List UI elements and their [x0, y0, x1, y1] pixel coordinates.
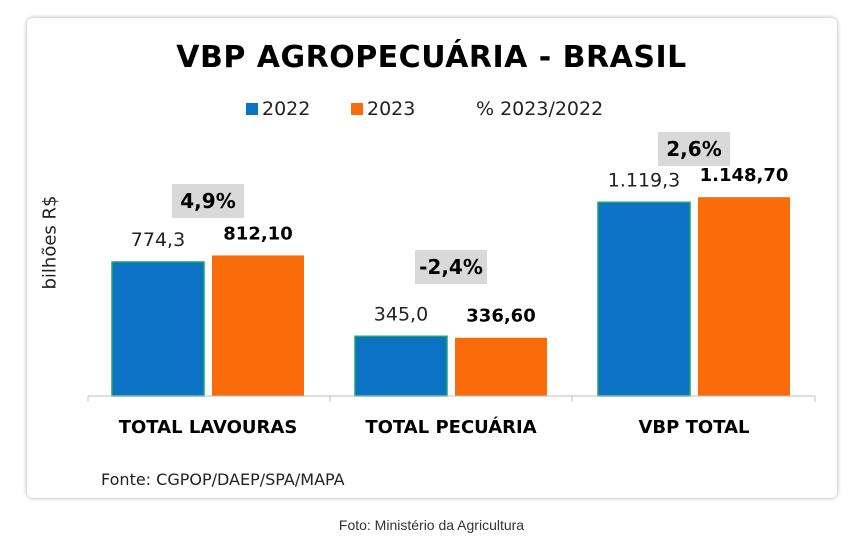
- data-label-2023-3: 1.148,70: [700, 165, 789, 186]
- data-label-2022-3: 1.119,3: [608, 169, 681, 191]
- photo-caption: Foto: Ministério da Agricultura: [338, 517, 525, 533]
- legend-item-2022: 2022: [246, 98, 310, 120]
- pct-box-1: [172, 184, 244, 218]
- bar-2022-2: [354, 335, 448, 397]
- legend-swatch-2023: [351, 103, 363, 115]
- bar-2023-1: [212, 255, 304, 396]
- chart-title: VBP AGROPECUÁRIA - BRASIL: [176, 40, 687, 75]
- bar-2022-3: [597, 201, 691, 397]
- pct-label-3: 2,6%: [666, 137, 721, 161]
- bar-2022-1: [111, 261, 205, 397]
- data-label-2023-2: 336,60: [466, 306, 535, 327]
- legend-label-pct: % 2023/2022: [476, 98, 604, 120]
- source-note: Fonte: CGPOP/DAEP/SPA/MAPA: [101, 470, 345, 489]
- legend: 2022 2023 % 2023/2022: [0, 98, 863, 124]
- category-label-1: TOTAL LAVOURAS: [119, 417, 298, 438]
- bar-2023-3: [698, 197, 790, 396]
- pct-box-3: [658, 132, 730, 166]
- category-label-3: VBP TOTAL: [639, 417, 750, 438]
- data-label-2022-2: 345,0: [374, 303, 428, 325]
- pct-label-2: -2,4%: [419, 255, 483, 279]
- category-label-2: TOTAL PECUÁRIA: [365, 416, 536, 438]
- legend-swatch-2022: [246, 103, 258, 115]
- legend-label-2022: 2022: [262, 98, 311, 120]
- data-label-2022-1: 774,3: [131, 229, 185, 251]
- pct-box-2: [415, 250, 487, 284]
- pct-label-1: 4,9%: [180, 189, 235, 213]
- bar-2023-2: [455, 337, 547, 396]
- data-label-2023-1: 812,10: [223, 223, 292, 244]
- legend-item-2023: 2023: [351, 98, 415, 120]
- legend-item-pct: % 2023/2022: [476, 98, 603, 120]
- legend-label-2023: 2023: [367, 98, 416, 120]
